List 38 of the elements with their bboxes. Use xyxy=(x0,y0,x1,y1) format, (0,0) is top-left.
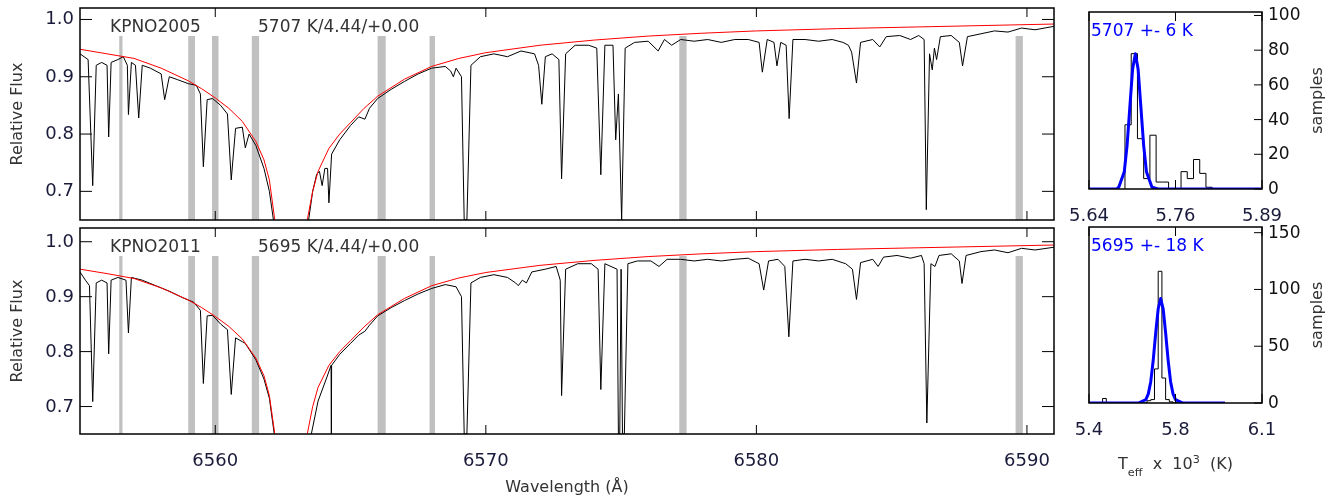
y2-tick-label: 0 xyxy=(1268,392,1279,412)
y2-tick-label: 50 xyxy=(1268,335,1290,356)
x-tick-label: 5.76 xyxy=(1155,204,1196,225)
x-tick-label: 6560 xyxy=(192,449,239,470)
x-axis-title: Wavelength (Å) xyxy=(505,477,629,496)
x-tick-label: 5.8 xyxy=(1161,418,1190,439)
x-tick-label: 6580 xyxy=(733,449,780,470)
y-tick-label: 0.7 xyxy=(45,179,74,201)
annotation: 5707 K/4.44/+0.00 xyxy=(258,16,420,36)
y-tick-label: 1.0 xyxy=(45,7,74,29)
y2-tick-label: 60 xyxy=(1268,73,1290,94)
y2-axis-title: samples xyxy=(1307,281,1326,349)
y-tick-label: 0.9 xyxy=(45,64,74,86)
y2-tick-label: 100 xyxy=(1268,278,1301,299)
x-tick-label: 6590 xyxy=(1004,449,1050,470)
x-tick-label: 6570 xyxy=(462,449,509,470)
annotation: 5695 +- 18 K xyxy=(1091,235,1205,255)
y-tick-label: 0.9 xyxy=(45,284,74,306)
y-axis-title: Relative Flux xyxy=(7,279,26,383)
y2-tick-label: 20 xyxy=(1268,143,1290,164)
y2-axis-title: samples xyxy=(1307,67,1326,134)
x-tick-label: 5.64 xyxy=(1068,204,1110,225)
y2-tick-label: 80 xyxy=(1268,39,1290,60)
y-tick-label: 1.0 xyxy=(45,229,74,251)
y2-tick-label: 0 xyxy=(1268,178,1279,198)
annotation: 5695 K/4.44/+0.00 xyxy=(258,236,420,256)
y-tick-label: 0.7 xyxy=(45,394,74,416)
y2-tick-label: 100 xyxy=(1268,4,1301,25)
y2-tick-label: 40 xyxy=(1268,108,1290,129)
annotation: KPNO2005 xyxy=(110,16,201,36)
x-tick-label: 5.4 xyxy=(1074,418,1104,439)
annotation: KPNO2011 xyxy=(110,236,201,256)
x-tick-label: 6.1 xyxy=(1247,418,1277,439)
y-axis-title: Relative Flux xyxy=(7,62,26,166)
annotation: 5707 +- 6 K xyxy=(1091,20,1194,40)
x-axis-title: T$_{eff}$ x 10$^{3}$ (K) xyxy=(1117,452,1233,479)
y-tick-label: 0.8 xyxy=(45,122,74,144)
y-tick-label: 0.8 xyxy=(45,339,74,361)
